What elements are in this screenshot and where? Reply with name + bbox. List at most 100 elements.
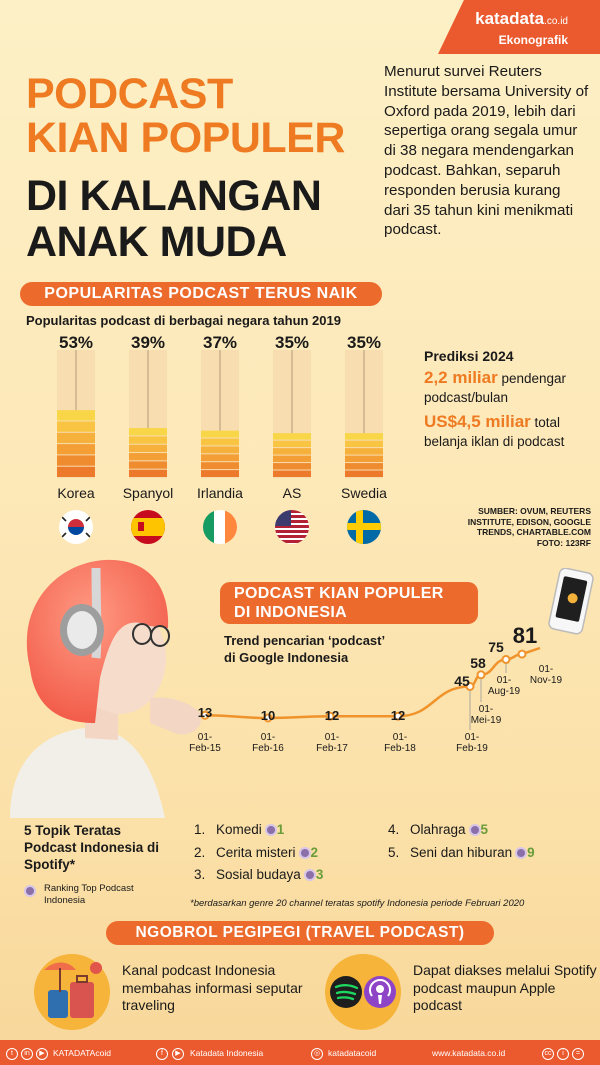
- facebook-icon[interactable]: f: [156, 1048, 168, 1060]
- topic-num: 4.: [388, 822, 400, 837]
- bar-category-label: AS: [283, 485, 302, 501]
- woman-with-headphones-image: [10, 559, 201, 818]
- trend-date-label: 01-Mei-19: [471, 704, 502, 726]
- trend-value-label: 12: [391, 708, 405, 723]
- trend-value-label: 75: [488, 639, 504, 655]
- bar-value-label: 35%: [347, 333, 381, 352]
- instagram-icon[interactable]: ◎: [311, 1048, 323, 1060]
- topics-heading: 5 Topik Teratas Podcast Indonesia di Spo…: [24, 823, 160, 872]
- section-label: Ekonografik: [498, 33, 568, 47]
- trend-point: [263, 713, 273, 723]
- trend-value-label: 45: [454, 673, 470, 689]
- section2-subtitle-line-1: Trend pencarian ‘podcast’: [224, 633, 386, 648]
- footer-website[interactable]: www.katadata.co.id: [432, 1048, 506, 1058]
- trend-date-label: 01-Feb-15: [189, 732, 221, 754]
- brand-suffix: .co.id: [544, 16, 568, 27]
- topic-name: Komedi: [216, 822, 262, 837]
- listeners-text: pendengar podcast/bulan: [424, 371, 567, 405]
- nd-icon: =: [572, 1048, 584, 1060]
- topic-item-4: 4. Olahraga 5: [388, 822, 488, 837]
- topic-item-1: 1. Komedi 1: [194, 822, 284, 837]
- trend-point: [325, 711, 335, 721]
- trend-value-label: 58: [470, 655, 486, 671]
- bar-value-label: 35%: [275, 333, 309, 352]
- trend-value-label: 10: [261, 708, 275, 723]
- trend-value-label: 13: [198, 705, 212, 720]
- trend-point: [465, 682, 475, 691]
- ads-value: US$4,5 miliar: [424, 412, 531, 431]
- ads-text: total belanja iklan di podcast: [424, 415, 565, 449]
- medal-icon: [303, 869, 316, 881]
- brand-name: katadata: [475, 9, 545, 28]
- bar-category-label: Swedia: [341, 485, 387, 501]
- access-description: Dapat diakses melalui Spotify podcast ma…: [413, 962, 597, 1013]
- trend-point: [517, 649, 527, 659]
- trend-date-label: 01-Feb-17: [316, 732, 348, 754]
- prediction-listeners: 2,2 miliar pendengar podcast/bulan: [424, 368, 596, 407]
- travel-icon: [34, 954, 110, 1030]
- topics-footnote: *berdasarkan genre 20 channel teratas sp…: [190, 898, 525, 909]
- bar-value-label: 39%: [131, 333, 165, 352]
- prediction-ads: US$4,5 miliar total belanja iklan di pod…: [424, 412, 596, 451]
- topic-num: 2.: [194, 845, 206, 860]
- footer-handle[interactable]: KATADATAcoid: [53, 1048, 111, 1058]
- trend-date-label: 01-Feb-18: [384, 732, 416, 754]
- topic-rank: 3: [315, 867, 324, 882]
- section2-subtitle-line-2: di Google Indonesia: [224, 650, 349, 665]
- section2-subtitle: Trend pencarian ‘podcast’ di Google Indo…: [224, 632, 385, 666]
- topic-item-3: 3. Sosial budaya 3: [194, 867, 323, 882]
- topic-rank: 9: [527, 845, 535, 860]
- intro-text: Menurut survei Reuters Institute bersama…: [384, 63, 589, 239]
- topic-rank: 5: [480, 822, 489, 837]
- trend-date-label: 01-Feb-16: [252, 732, 284, 754]
- search-trend-line-chart: 13 01-Feb-15 10 01-Feb-16 12 01-Feb-17 12 01-Fe…: [189, 623, 562, 754]
- section2-banner-line-2: DI INDONESIA: [234, 604, 347, 621]
- spain-flag: [131, 510, 165, 544]
- medal-icon: [298, 847, 311, 859]
- bar-as: [273, 433, 311, 477]
- topic-num: 5.: [388, 845, 400, 860]
- twitter-icon[interactable]: t: [6, 1048, 18, 1060]
- bar-irlandia: [201, 430, 239, 477]
- medal-icon: [264, 824, 277, 836]
- youtube-icon-2[interactable]: ▶: [172, 1048, 184, 1060]
- bar-category-label: Korea: [57, 485, 95, 501]
- section1-subtitle: Popularitas podcast di berbagai negara t…: [26, 313, 341, 328]
- topic-item-5: 5. Seni dan hiburan 9: [388, 845, 535, 860]
- medal-icon: [515, 847, 528, 859]
- section3-banner: NGOBROL PEGIPEGI (TRAVEL PODCAST): [106, 921, 494, 945]
- topic-item-2: 2. Cerita misteri 2: [194, 845, 318, 860]
- title-line-1: PODCAST: [26, 70, 233, 118]
- youtube-icon[interactable]: ▶: [36, 1048, 48, 1060]
- source-text: SUMBER: OVUM, REUTERS INSTITUTE, EDISON,…: [467, 506, 591, 548]
- listeners-value: 2,2 miliar: [424, 368, 498, 387]
- ireland-flag: [203, 510, 237, 544]
- trend-value-label: 81: [513, 623, 537, 648]
- bar-category-label: Spanyol: [123, 485, 174, 501]
- trend-point: [200, 710, 210, 720]
- bar-korea: [57, 410, 95, 477]
- topic-name: Sosial budaya: [216, 867, 301, 882]
- south-korea-flag: [59, 510, 93, 544]
- katadata-logo: katadata.co.id Ekonografik: [438, 0, 600, 54]
- footer-instagram[interactable]: katadatacoid: [328, 1048, 377, 1058]
- footer-facebook[interactable]: Katadata Indonesia: [190, 1048, 264, 1058]
- bar-category-label: Irlandia: [197, 485, 243, 501]
- cc-icon: cc: [542, 1048, 554, 1060]
- podcast-apps-icon: [325, 954, 401, 1030]
- sweden-flag: [347, 510, 381, 544]
- country-bar-chart: 53% Korea 39% Spanyol 37% Irlandia 35% AS 35% Swe…: [57, 333, 387, 544]
- linkedin-icon[interactable]: in: [21, 1048, 33, 1060]
- topic-rank: 2: [310, 845, 319, 860]
- topic-num: 3.: [194, 867, 206, 882]
- footer: t in ▶ KATADATAcoid f ▶ Katadata Indones…: [0, 1040, 600, 1065]
- medal-icon: [468, 824, 481, 836]
- topic-name: Cerita misteri: [216, 845, 296, 860]
- bar-swedia: [345, 433, 383, 477]
- ranking-note: Ranking Top Podcast Indonesia: [44, 883, 134, 906]
- bar-value-label: 53%: [59, 333, 93, 352]
- by-icon: i: [557, 1048, 569, 1060]
- prediction-heading: Prediksi 2024: [424, 348, 514, 364]
- section2-banner-line-1: PODCAST KIAN POPULER: [234, 585, 444, 602]
- topic-name: Olahraga: [410, 822, 466, 837]
